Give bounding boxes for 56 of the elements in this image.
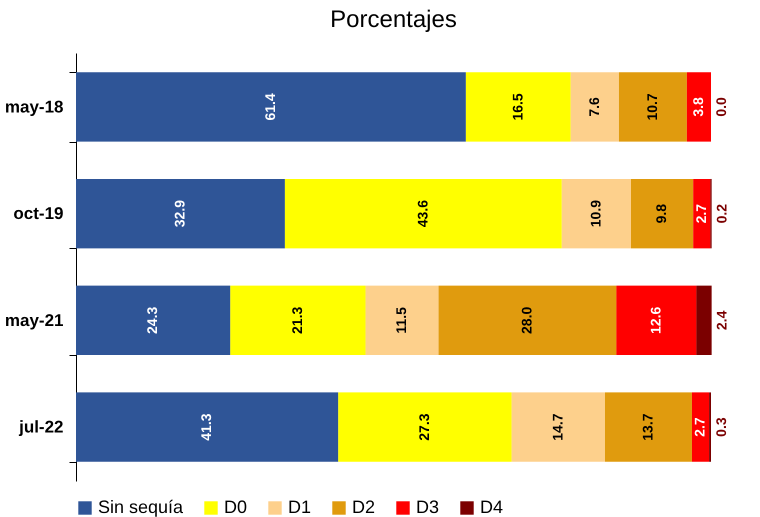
y-tick-label: may-21 — [4, 310, 64, 330]
data-label: 3.8 — [690, 96, 706, 117]
bar — [230, 286, 366, 356]
data-label: 9.8 — [653, 204, 670, 224]
data-label: 10.7 — [644, 93, 660, 121]
data-label: 27.3 — [416, 413, 432, 441]
data-label: 21.3 — [288, 306, 305, 334]
bar — [604, 392, 692, 462]
data-label: 32.9 — [171, 200, 188, 228]
data-label: 24.3 — [144, 306, 160, 334]
data-label: 61.4 — [262, 93, 278, 121]
legend-label: D1 — [288, 497, 312, 517]
bar — [366, 286, 439, 356]
data-label: 28.0 — [518, 306, 534, 334]
data-label: 13.7 — [639, 413, 656, 441]
data-label: 12.6 — [647, 306, 664, 334]
data-label: 43.6 — [414, 200, 430, 228]
bar — [76, 286, 230, 356]
data-label: 11.5 — [393, 306, 410, 334]
bar — [618, 72, 687, 142]
data-label: 14.7 — [549, 413, 566, 441]
data-label: 2.7 — [692, 417, 708, 437]
bar — [562, 178, 631, 248]
legend-label: D4 — [480, 497, 504, 517]
bar — [76, 392, 338, 462]
chart-title: Porcentajes — [330, 6, 457, 33]
bar — [76, 178, 285, 248]
legend-label: D0 — [224, 497, 248, 517]
legend-label: D2 — [352, 497, 376, 517]
data-label: 7.6 — [586, 96, 602, 117]
bar — [438, 286, 616, 356]
bar — [686, 72, 711, 142]
bar — [693, 178, 710, 248]
legend-label: Sin sequía — [98, 497, 184, 517]
bar — [630, 178, 694, 248]
y-tick-label: jul-22 — [18, 418, 64, 437]
data-label: 2.7 — [692, 204, 709, 224]
data-label: 10.9 — [587, 200, 604, 228]
bar — [338, 392, 512, 462]
bar — [692, 392, 710, 462]
data-label: 16.5 — [509, 93, 526, 121]
legend-label: D3 — [416, 497, 440, 517]
data-label: 2.4 — [714, 310, 730, 330]
data-label: 0.0 — [713, 96, 729, 117]
y-tick-label: oct-19 — [13, 204, 64, 224]
bar — [466, 72, 571, 142]
bar — [512, 392, 605, 462]
data-label: 0.3 — [713, 417, 729, 437]
data-label: 0.2 — [714, 204, 730, 224]
bar — [284, 178, 562, 248]
data-label: 41.3 — [198, 413, 214, 441]
y-tick-label: may-18 — [4, 97, 64, 116]
bar — [696, 286, 712, 356]
bar — [76, 72, 466, 142]
bar — [616, 286, 696, 356]
bar — [570, 72, 619, 142]
